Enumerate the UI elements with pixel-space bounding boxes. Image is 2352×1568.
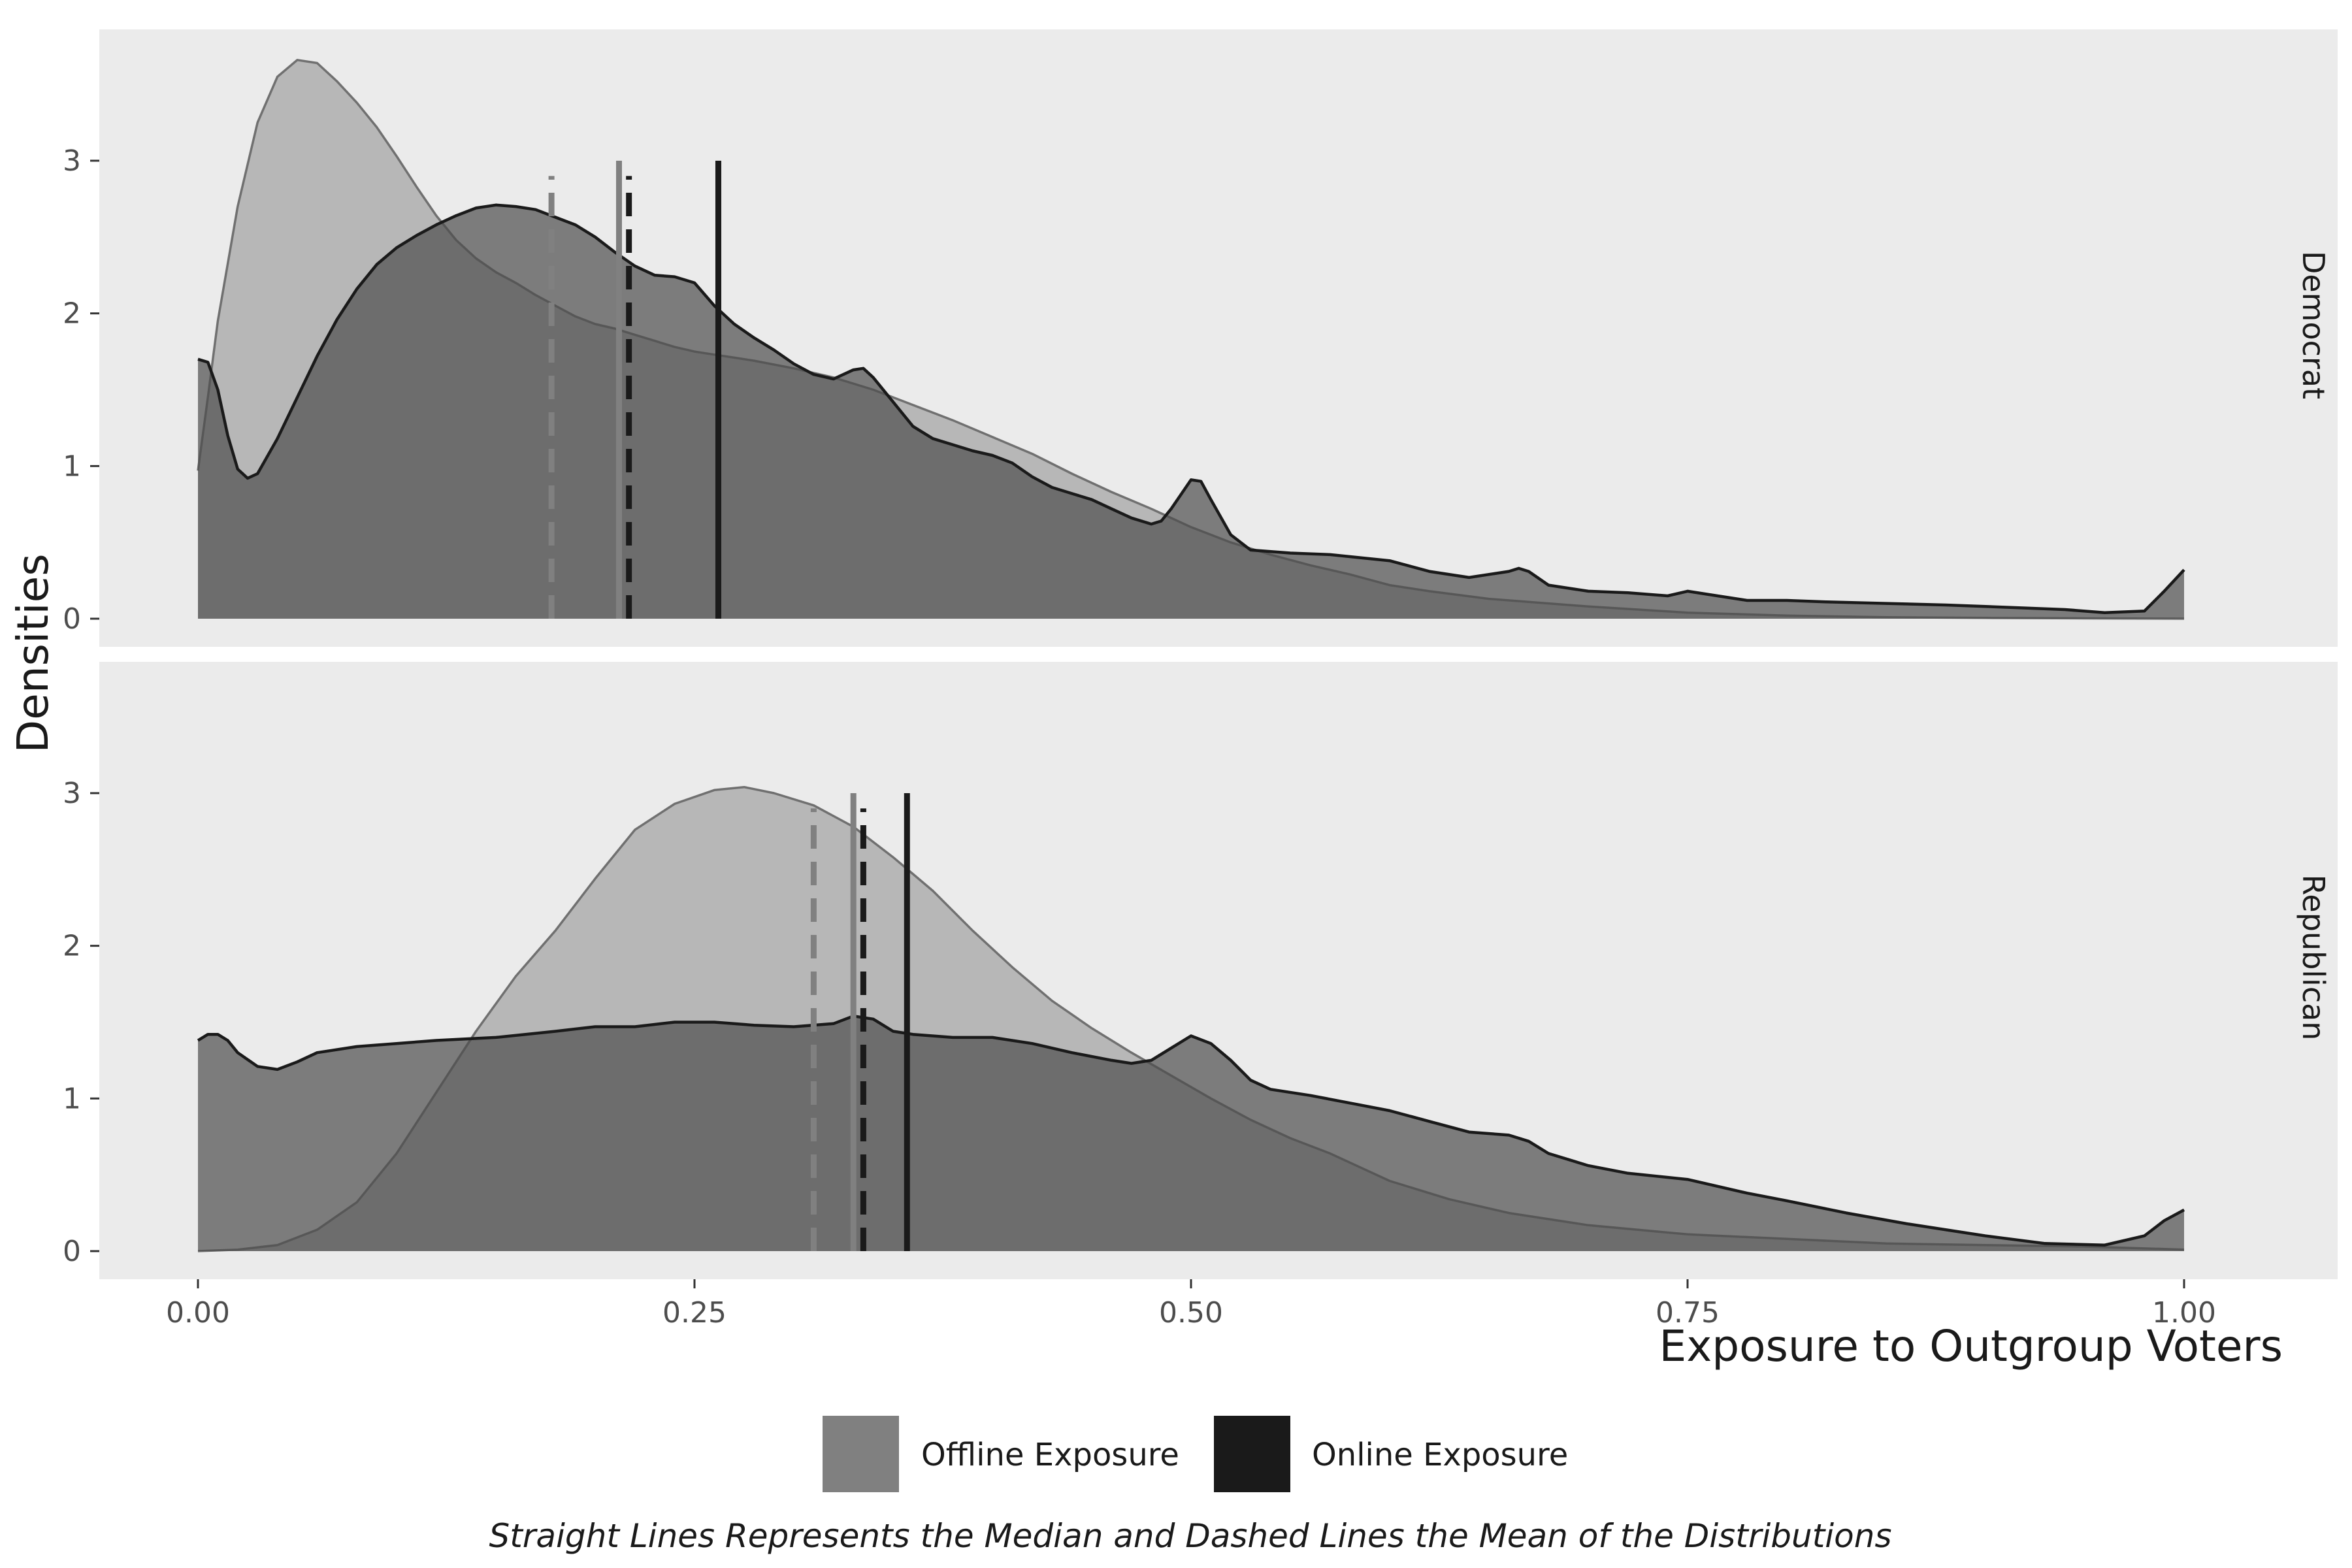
y-tick-label: 2 <box>63 297 81 331</box>
y-tick-label: 1 <box>63 1082 81 1115</box>
online-density-line <box>197 1014 2185 1247</box>
online-density-area <box>198 1016 2184 1251</box>
panel-republican: 0 1 2 3 Republican <box>63 662 2338 1279</box>
panel-democrat: 0 1 2 3 Democrat <box>63 29 2338 647</box>
x-tick-label: 1.00 <box>2152 1296 2216 1330</box>
legend-item: Online Exposure <box>1214 1416 1568 1492</box>
legend-label: Online Exposure <box>1312 1437 1568 1473</box>
y-tick-label: 1 <box>63 449 81 483</box>
legend-swatch <box>1214 1416 1290 1492</box>
legend-label: Offline Exposure <box>921 1437 1179 1473</box>
x-tick-label: 0.00 <box>166 1296 230 1330</box>
y-tick-label: 0 <box>63 1235 81 1268</box>
strip-label: Democrat <box>2296 251 2331 399</box>
caption: Straight Lines Represents the Median and… <box>489 1517 1891 1555</box>
x-tick-label: 0.25 <box>662 1296 727 1330</box>
panels-layer: 0 1 2 3 Democrat 0 1 2 3 Republican <box>63 29 2338 1279</box>
y-tick-label: 2 <box>63 930 81 963</box>
legend-swatch <box>823 1416 899 1492</box>
x-tick-label: 0.50 <box>1159 1296 1223 1330</box>
x-tick-label: 0.75 <box>1656 1296 1720 1330</box>
legend-item: Offline Exposure <box>823 1416 1179 1492</box>
y-axis-title: Densities <box>8 553 58 753</box>
x-axis: 0.00 0.25 0.50 0.75 1.00 <box>166 1279 2216 1330</box>
strip-label: Republican <box>2296 875 2331 1041</box>
y-tick-label: 3 <box>63 144 81 178</box>
online-density-line <box>197 203 2185 614</box>
x-axis-title: Exposure to Outgroup Voters <box>1659 1321 2283 1371</box>
online-density-area <box>198 204 2184 619</box>
y-tick-label: 3 <box>63 777 81 810</box>
y-tick-label: 0 <box>63 602 81 636</box>
legend: Offline Exposure Online Exposure <box>823 1416 1568 1492</box>
